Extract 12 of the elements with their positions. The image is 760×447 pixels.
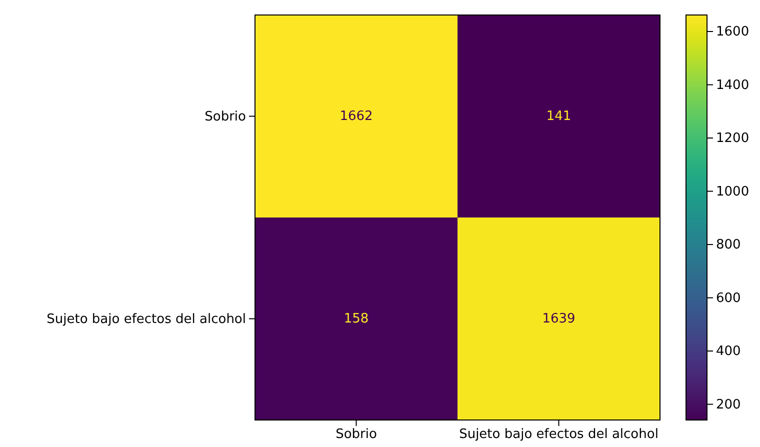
color-bar-label: 1400 bbox=[716, 78, 750, 93]
color-bar-label: 800 bbox=[716, 238, 741, 253]
color-bar-label: 1200 bbox=[716, 131, 750, 146]
data-label: 1639 bbox=[542, 311, 576, 326]
data-label: 141 bbox=[546, 108, 572, 124]
data-label: 158 bbox=[344, 311, 369, 326]
color-bar-label: 1000 bbox=[716, 184, 750, 200]
data-label: 1662 bbox=[340, 108, 373, 124]
color-bar-label: 400 bbox=[716, 344, 741, 360]
color-bar-label: 1600 bbox=[716, 24, 750, 40]
color-bar-label: 600 bbox=[716, 290, 741, 306]
color-bar-label: 200 bbox=[716, 397, 741, 412]
